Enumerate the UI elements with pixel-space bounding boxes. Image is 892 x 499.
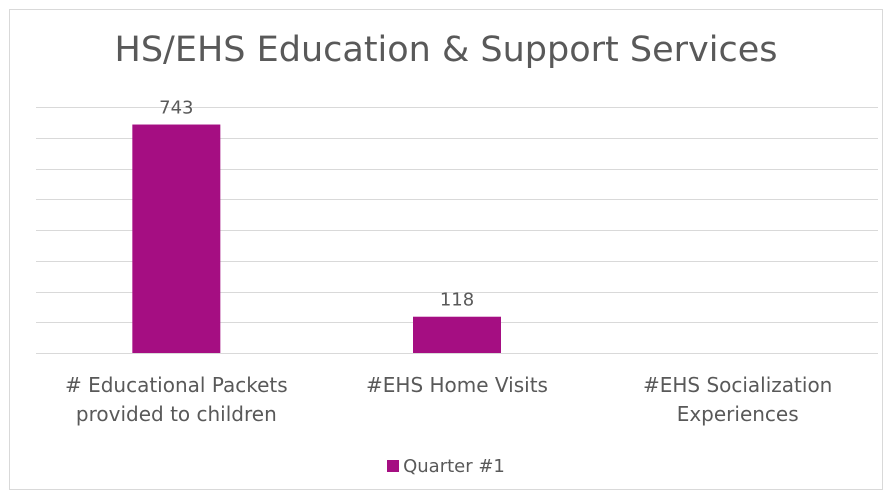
legend-swatch — [387, 460, 400, 472]
category-label-line: # Educational Packets — [65, 373, 288, 397]
category-label-line: #EHS Home Visits — [366, 373, 548, 397]
legend-label: Quarter #1 — [403, 456, 505, 477]
category-label: #EHS Home Visits — [366, 373, 548, 397]
category-label-line: #EHS Socialization — [643, 373, 832, 397]
category-labels: # Educational Packets provided to childre… — [65, 373, 832, 426]
bars — [132, 124, 501, 353]
category-label-line: Experiences — [677, 402, 799, 426]
chart-title: HS/EHS Education & Support Services — [114, 30, 778, 70]
category-label: # Educational Packets provided to childre… — [65, 373, 288, 426]
category-label-line: provided to children — [76, 402, 277, 426]
bar — [132, 124, 221, 353]
data-labels: 743 118 — [159, 98, 474, 311]
data-label: 743 — [159, 98, 193, 119]
data-label: 118 — [440, 290, 474, 311]
legend: Quarter #1 — [0, 456, 892, 477]
category-label: #EHS Socialization Experiences — [643, 373, 832, 426]
bar — [413, 316, 501, 353]
